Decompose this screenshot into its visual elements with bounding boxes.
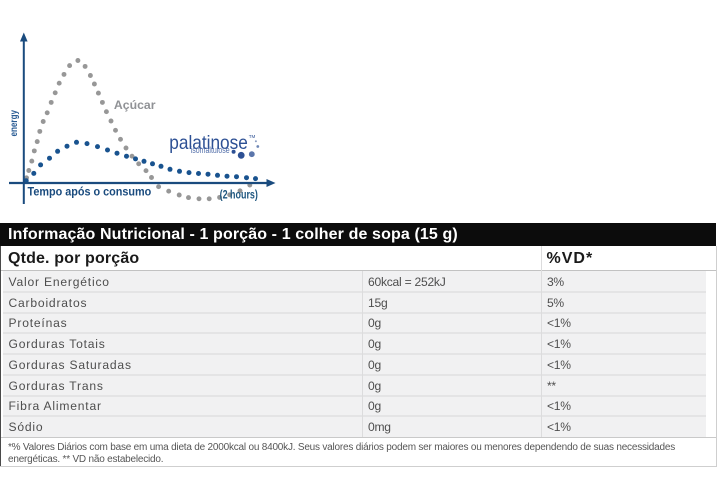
svg-text:isomaltulose: isomaltulose	[191, 145, 230, 155]
svg-text:Açúcar: Açúcar	[114, 98, 156, 112]
svg-text:energy: energy	[9, 110, 20, 137]
svg-text:palatinose: palatinose	[169, 133, 248, 154]
svg-text:(2 hours): (2 hours)	[220, 188, 258, 202]
svg-text:TM: TM	[249, 134, 256, 139]
svg-text:Tempo após o consumo: Tempo após o consumo	[28, 184, 152, 198]
